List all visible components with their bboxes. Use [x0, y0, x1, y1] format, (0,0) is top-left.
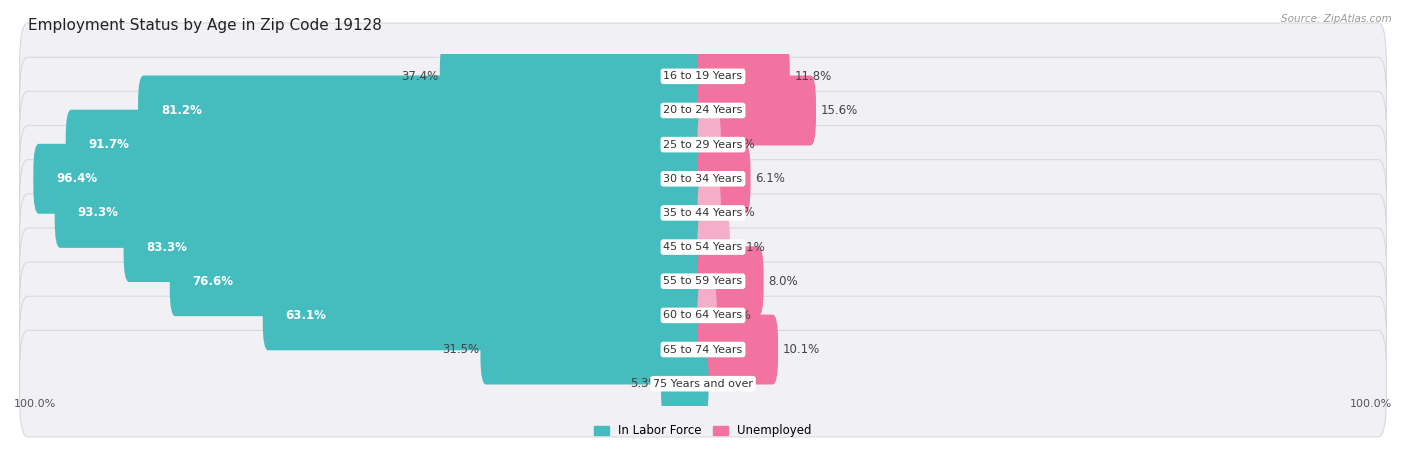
FancyBboxPatch shape — [20, 92, 1386, 198]
FancyBboxPatch shape — [124, 212, 709, 282]
Text: 20 to 24 Years: 20 to 24 Years — [664, 106, 742, 115]
FancyBboxPatch shape — [440, 41, 709, 111]
FancyBboxPatch shape — [263, 281, 709, 350]
Text: 60 to 64 Years: 60 to 64 Years — [664, 310, 742, 320]
Text: 15.6%: 15.6% — [821, 104, 858, 117]
Text: 1.8%: 1.8% — [725, 138, 755, 151]
FancyBboxPatch shape — [697, 75, 815, 145]
Text: 35 to 44 Years: 35 to 44 Years — [664, 208, 742, 218]
FancyBboxPatch shape — [138, 75, 709, 145]
Text: Employment Status by Age in Zip Code 19128: Employment Status by Age in Zip Code 191… — [28, 18, 382, 33]
Text: 25 to 29 Years: 25 to 29 Years — [664, 140, 742, 150]
FancyBboxPatch shape — [55, 178, 709, 248]
Legend: In Labor Force, Unemployed: In Labor Force, Unemployed — [589, 420, 817, 442]
FancyBboxPatch shape — [697, 281, 717, 350]
Text: 1.2%: 1.2% — [721, 309, 751, 322]
FancyBboxPatch shape — [20, 296, 1386, 403]
Text: 75 Years and over: 75 Years and over — [652, 379, 754, 389]
FancyBboxPatch shape — [697, 110, 721, 179]
Text: 93.3%: 93.3% — [77, 207, 118, 220]
Text: 76.6%: 76.6% — [193, 275, 233, 288]
FancyBboxPatch shape — [20, 125, 1386, 232]
Text: 3.1%: 3.1% — [735, 240, 765, 253]
Text: 8.0%: 8.0% — [769, 275, 799, 288]
Text: 91.7%: 91.7% — [89, 138, 129, 151]
Text: 11.8%: 11.8% — [794, 70, 832, 83]
Text: 83.3%: 83.3% — [146, 240, 187, 253]
Text: 0.0%: 0.0% — [713, 377, 742, 390]
FancyBboxPatch shape — [20, 228, 1386, 335]
FancyBboxPatch shape — [66, 110, 709, 179]
FancyBboxPatch shape — [661, 349, 709, 419]
FancyBboxPatch shape — [697, 315, 778, 385]
Text: 65 to 74 Years: 65 to 74 Years — [664, 345, 742, 354]
FancyBboxPatch shape — [481, 315, 709, 385]
Text: 6.1%: 6.1% — [755, 172, 785, 185]
FancyBboxPatch shape — [20, 331, 1386, 437]
Text: 96.4%: 96.4% — [56, 172, 97, 185]
Text: 100.0%: 100.0% — [14, 399, 56, 409]
Text: 16 to 19 Years: 16 to 19 Years — [664, 71, 742, 81]
Text: 100.0%: 100.0% — [1350, 399, 1392, 409]
Text: 5.3%: 5.3% — [630, 377, 659, 390]
FancyBboxPatch shape — [697, 178, 721, 248]
FancyBboxPatch shape — [697, 144, 751, 214]
Text: 10.1%: 10.1% — [783, 343, 820, 356]
Text: 55 to 59 Years: 55 to 59 Years — [664, 276, 742, 286]
FancyBboxPatch shape — [697, 246, 763, 316]
Text: 1.8%: 1.8% — [725, 207, 755, 220]
FancyBboxPatch shape — [20, 194, 1386, 300]
Text: 81.2%: 81.2% — [160, 104, 201, 117]
Text: 63.1%: 63.1% — [285, 309, 326, 322]
FancyBboxPatch shape — [34, 144, 709, 214]
Text: Source: ZipAtlas.com: Source: ZipAtlas.com — [1281, 14, 1392, 23]
Text: 37.4%: 37.4% — [401, 70, 439, 83]
Text: 45 to 54 Years: 45 to 54 Years — [664, 242, 742, 252]
Text: 31.5%: 31.5% — [441, 343, 479, 356]
FancyBboxPatch shape — [170, 246, 709, 316]
FancyBboxPatch shape — [20, 160, 1386, 266]
FancyBboxPatch shape — [20, 57, 1386, 164]
Text: 30 to 34 Years: 30 to 34 Years — [664, 174, 742, 184]
FancyBboxPatch shape — [20, 262, 1386, 368]
FancyBboxPatch shape — [697, 212, 730, 282]
FancyBboxPatch shape — [20, 23, 1386, 129]
FancyBboxPatch shape — [697, 41, 790, 111]
